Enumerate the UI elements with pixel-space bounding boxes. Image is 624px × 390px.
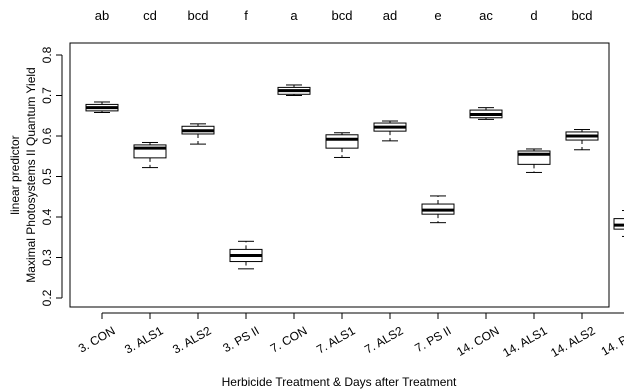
significance-letter: bcd: [332, 8, 353, 23]
x-tick-label: 3. CON: [76, 323, 118, 355]
x-tick-label: 3. PS II: [220, 323, 261, 355]
significance-letter: ac: [479, 8, 493, 23]
y-tick-label: 0.7: [40, 87, 54, 104]
x-tick-label: 7. PS II: [412, 323, 453, 355]
box: [517, 148, 551, 173]
x-axis: 3. CON 3. ALS1 3. ALS2 3. PS II 7. CON 7. ALS…: [76, 312, 624, 360]
box: [229, 240, 263, 270]
y-tick-label: 0.8: [40, 46, 54, 63]
y-tick-label: 0.6: [40, 127, 54, 144]
box-series: [85, 84, 624, 270]
y-tick-label: 0.2: [40, 289, 54, 306]
significance-letter: ad: [383, 8, 397, 23]
significance-letter: cd: [143, 8, 157, 23]
box: [565, 129, 599, 151]
y-tick-label: 0.5: [40, 168, 54, 185]
significance-letter: f: [244, 8, 248, 23]
x-axis-label: Herbicide Treatment & Days after Treatme…: [222, 375, 457, 389]
box: [613, 210, 624, 237]
box: [277, 84, 311, 96]
box: [181, 123, 215, 145]
significance-letter: bcd: [572, 8, 593, 23]
significance-letter: e: [434, 8, 441, 23]
y-axis-label-line1: linear predictor: [8, 135, 22, 214]
x-tick-label: 14. ALS1: [500, 323, 549, 360]
x-tick-label: 3. ALS2: [170, 323, 214, 356]
y-axis: 0.2 0.3 0.4 0.5 0.6 0.7 0.8: [40, 46, 63, 306]
x-tick-label: 14. ALS2: [548, 323, 597, 360]
significance-letter: d: [530, 8, 537, 23]
x-tick-label: 7. CON: [268, 323, 310, 355]
box: [469, 107, 503, 120]
x-tick-label: 7. ALS1: [314, 323, 358, 356]
significance-letter: a: [290, 8, 298, 23]
significance-letter: bcd: [188, 8, 209, 23]
y-tick-label: 0.4: [40, 208, 54, 225]
x-tick-label: 7. ALS2: [362, 323, 406, 356]
y-tick-label: 0.3: [40, 249, 54, 266]
box: [133, 141, 167, 169]
x-tick-label: 14. CON: [454, 323, 501, 358]
significance-letters: abcdbcdfabcdadeacdbcdef: [95, 8, 593, 23]
box: [325, 132, 359, 158]
x-tick-label: 3. ALS1: [122, 323, 166, 356]
x-tick-label: 14. PS II: [599, 323, 624, 358]
plot-frame: [69, 42, 610, 308]
box: [421, 195, 455, 224]
box-iqr: [325, 134, 359, 149]
significance-letter: ab: [95, 8, 109, 23]
box: [85, 101, 119, 114]
box: [373, 120, 407, 142]
y-axis-label-line2: Maximal Photosystems II Quantum Yield: [24, 67, 38, 282]
